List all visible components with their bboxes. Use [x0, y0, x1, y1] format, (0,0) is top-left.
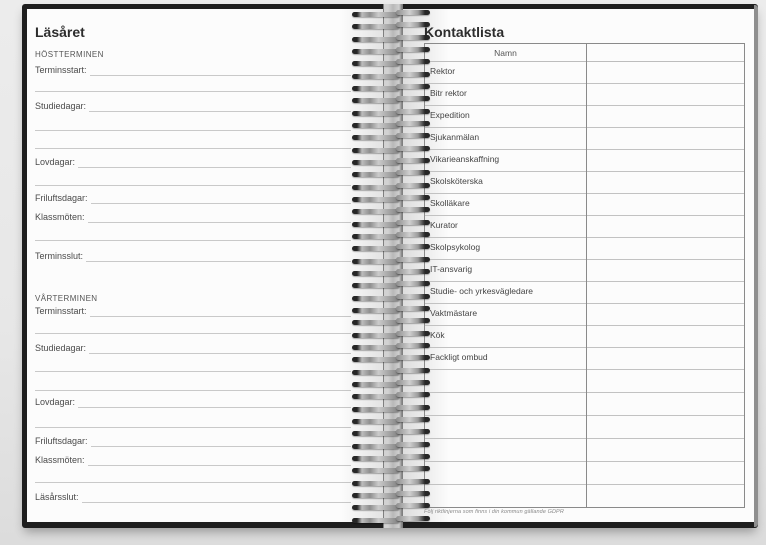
section-heading-spring-term: VÅRTERMINEN: [35, 294, 98, 303]
contact-role-label: Rektor: [430, 66, 456, 76]
write-line: [89, 340, 351, 354]
section-heading-autumn-term: HÖSTTERMINEN: [35, 50, 104, 59]
write-line: [35, 333, 351, 334]
contact-role-label: Kurator: [430, 220, 458, 230]
write-line: [35, 148, 351, 149]
contact-role-label: Skolpsykolog: [430, 242, 481, 252]
field-lasarsslut: Läsårsslut:: [35, 489, 351, 503]
contact-role-label: Skolsköterska: [430, 176, 483, 186]
field-label: Studiedagar:: [35, 101, 87, 112]
right-page: Kontaktlista Namn Rektor Bitr rektor: [403, 9, 754, 522]
field-label: Lovdagar:: [35, 157, 76, 168]
field-studiedagar-spring: Studiedagar:: [35, 340, 351, 354]
write-line: [81, 489, 351, 503]
contact-role-label: Bitr rektor: [430, 88, 467, 98]
field-label: Friluftsdagar:: [35, 193, 88, 204]
contact-table: Namn Rektor Bitr rektor Expeditio: [424, 43, 745, 508]
table-row: Expedition: [425, 106, 744, 128]
contact-role-label: Sjukanmälan: [430, 132, 480, 142]
write-line: [35, 240, 351, 241]
table-row: Studie- och yrkesvägledare: [425, 282, 744, 304]
contact-role-label: Expedition: [430, 110, 470, 120]
field-lovdagar-autumn: Lovdagar:: [35, 154, 351, 168]
write-line: [78, 394, 351, 408]
field-klassmoten-spring: Klassmöten:: [35, 452, 351, 466]
write-line: [35, 185, 351, 186]
table-row: Kurator: [425, 216, 744, 238]
field-studiedagar-autumn: Studiedagar:: [35, 98, 351, 112]
field-label: Klassmöten:: [35, 455, 85, 466]
write-line: [89, 98, 351, 112]
field-label: Terminsstart:: [35, 306, 87, 317]
write-line: [35, 390, 351, 391]
field-terminsslut-autumn: Terminsslut:: [35, 248, 351, 262]
table-row: Rektor: [425, 62, 744, 84]
table-row-empty: [425, 485, 744, 507]
field-label: Studiedagar:: [35, 343, 87, 354]
field-label: Friluftsdagar:: [35, 436, 88, 447]
contact-role-label: Vaktmästare: [430, 308, 478, 318]
write-line: [35, 371, 351, 372]
write-line: [89, 62, 351, 76]
contact-role-label: Vikarieanskaffning: [430, 154, 500, 164]
table-header-row: Namn: [425, 44, 744, 62]
field-terminsstart-spring: Terminsstart:: [35, 303, 351, 317]
write-line: [35, 482, 351, 483]
table-row: Skolpsykolog: [425, 238, 744, 260]
table-row: Vaktmästare: [425, 304, 744, 326]
column-header-namn: Namn: [494, 48, 517, 58]
field-friluftsdagar-spring: Friluftsdagar:: [35, 433, 351, 447]
field-label: Lovdagar:: [35, 397, 76, 408]
right-page-title: Kontaktlista: [424, 24, 505, 40]
field-label: Läsårsslut:: [35, 492, 79, 503]
field-lovdagar-spring: Lovdagar:: [35, 394, 351, 408]
table-column-divider: [586, 44, 587, 507]
field-klassmoten-autumn: Klassmöten:: [35, 209, 351, 223]
field-terminsstart-autumn: Terminsstart:: [35, 62, 351, 76]
field-label: Terminsstart:: [35, 65, 87, 76]
table-row: Sjukanmälan: [425, 128, 744, 150]
write-line: [78, 154, 351, 168]
field-label: Klassmöten:: [35, 212, 85, 223]
table-row-empty: [425, 416, 744, 439]
notebook-cover: Läsåret HÖSTTERMINEN Terminsstart: Studi…: [22, 4, 758, 528]
left-page-title: Läsåret: [35, 24, 85, 40]
contact-role-label: IT-ansvarig: [430, 264, 473, 274]
write-line: [87, 452, 351, 466]
write-line: [87, 209, 351, 223]
table-row: Skolsköterska: [425, 172, 744, 194]
write-line: [35, 91, 351, 92]
contact-role-label: Skolläkare: [430, 198, 470, 208]
spine-gap: [383, 4, 403, 528]
table-row: Kök: [425, 326, 744, 348]
table-row: Bitr rektor: [425, 84, 744, 106]
write-line: [35, 427, 351, 428]
write-line: [86, 248, 351, 262]
field-label: Terminsslut:: [35, 251, 84, 262]
table-row-empty: [425, 370, 744, 393]
write-line: [35, 130, 351, 131]
table-row: IT-ansvarig: [425, 260, 744, 282]
contact-role-label: Fackligt ombud: [430, 352, 488, 362]
gdpr-footnote: Följ riktlinjerna som finns i din kommun…: [424, 509, 564, 515]
table-row-empty: [425, 439, 744, 462]
table-row: Vikarieanskaffning: [425, 150, 744, 172]
left-page: Läsåret HÖSTTERMINEN Terminsstart: Studi…: [27, 9, 383, 522]
table-row-empty: [425, 393, 744, 416]
contact-role-label: Kök: [430, 330, 445, 340]
write-line: [89, 303, 351, 317]
contact-role-label: Studie- och yrkesvägledare: [430, 286, 534, 296]
notebook-right-edge: [754, 5, 758, 527]
write-line: [90, 433, 351, 447]
table-row: Fackligt ombud: [425, 348, 744, 370]
table-row-empty: [425, 462, 744, 485]
field-friluftsdagar-autumn: Friluftsdagar:: [35, 190, 351, 204]
write-line: [90, 190, 351, 204]
table-row: Skolläkare: [425, 194, 744, 216]
